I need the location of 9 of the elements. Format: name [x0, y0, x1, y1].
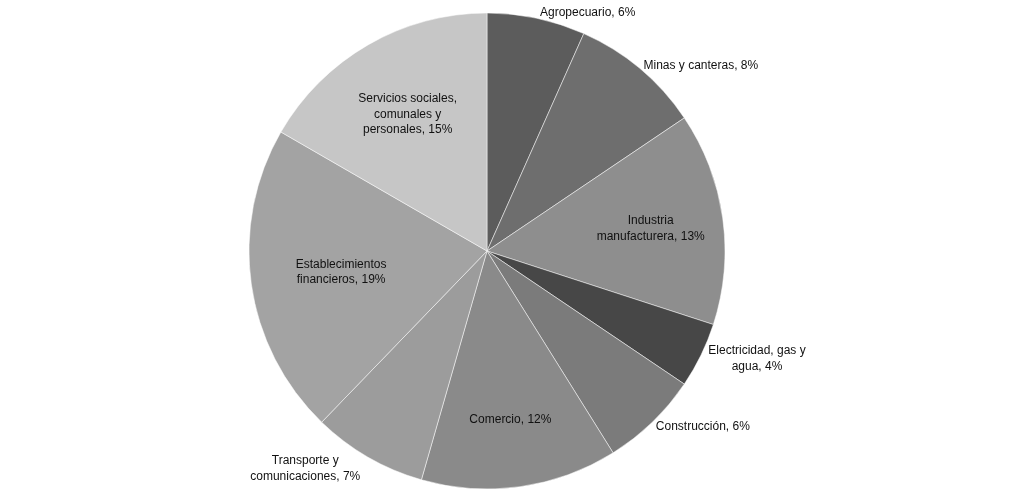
slice-label: Construcción, 6%: [655, 418, 751, 433]
slice-label: Servicios sociales, comunales y personales, 15%: [358, 90, 458, 137]
slice-label: Agropecuario, 6%: [539, 4, 636, 19]
slice-label: Minas y canteras, 8%: [643, 57, 759, 72]
slice-label: Establecimientos financieros, 19%: [295, 256, 387, 287]
slice-label: Industria manufacturera, 13%: [596, 213, 706, 243]
slice-label: Transporte y comunicaciones, 7%: [250, 453, 361, 484]
slice-label: Comercio, 12%: [469, 411, 552, 426]
slice-label: Electricidad, gas y agua, 4%: [708, 343, 806, 373]
